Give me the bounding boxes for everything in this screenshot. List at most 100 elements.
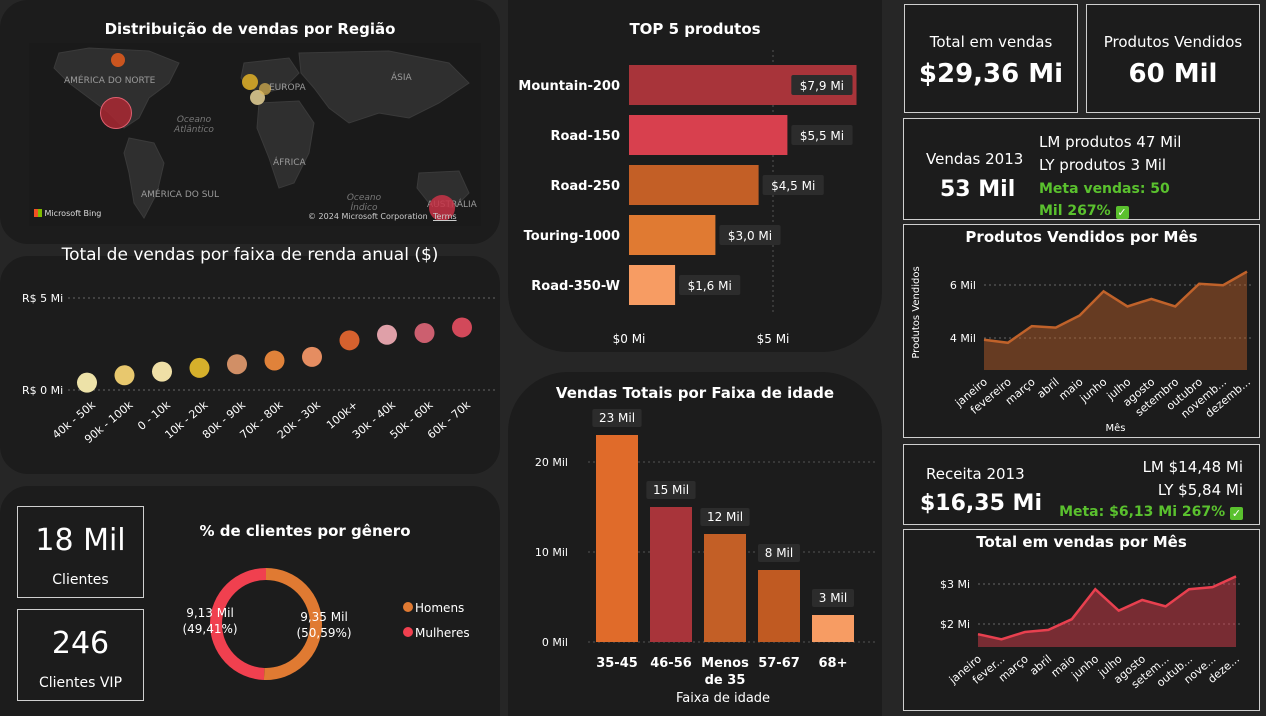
x-tick-label: 57-67 (758, 656, 800, 671)
revenue-2013-value: $16,35 Mi (920, 491, 1042, 516)
products-month-title: Produtos Vendidos por Mês (965, 228, 1198, 246)
data-label-bg (791, 75, 853, 95)
x-tick-label: abril (1027, 652, 1054, 678)
data-label: 12 Mil (707, 510, 743, 524)
bar[interactable] (596, 435, 638, 642)
revenue-2013-label: Receita 2013 (926, 465, 1025, 483)
x-tick-label: junho (1077, 375, 1110, 406)
map-terms-link[interactable]: Terms (433, 212, 457, 221)
ly-products: LY produtos 3 Mil (1039, 156, 1167, 174)
bar[interactable] (812, 615, 854, 642)
label-africa: ÁFRICA (273, 158, 306, 168)
scatter-point[interactable] (189, 357, 210, 378)
donut-slice[interactable] (263, 568, 322, 680)
scatter-point[interactable] (414, 322, 435, 343)
revenue-2013-card: Receita 2013 $16,35 Mi LM $14,48 Mi LY $… (903, 444, 1260, 525)
total-sales-card: Total em vendas $29,36 Mi (904, 4, 1078, 113)
bar[interactable] (629, 265, 676, 305)
check-icon: ✓ (1230, 507, 1243, 520)
legend-label[interactable]: Homens (415, 601, 464, 615)
data-label: $4,5 Mi (771, 179, 815, 193)
data-label-bg (719, 225, 781, 245)
vip-customers-value: 246 (51, 626, 110, 661)
top5-panel: TOP 5 produtos Mountain-200 $7,9 Mi Road-1… (508, 0, 882, 352)
data-label-bg (592, 409, 642, 427)
bar[interactable] (704, 534, 746, 642)
world-map[interactable]: AMÉRICA DO NORTE EUROPA ÁSIA Oceano Atlâ… (29, 43, 481, 226)
scatter-point[interactable] (302, 346, 322, 367)
gender-donut-chart: 9,35 Mil (50,59%) 9,13 Mil (49,41%) Homens Mu… (182, 568, 470, 680)
bing-text: Microsoft Bing (44, 209, 102, 218)
data-label: 8 Mil (765, 546, 793, 560)
bar-category-label: Touring-1000 (524, 229, 620, 244)
x-tick-label: 60k - 70k (425, 398, 473, 442)
windows-icon (34, 209, 42, 217)
bubble-australia[interactable] (429, 195, 455, 221)
y-tick-label: 10 Mil (535, 546, 568, 559)
area-line[interactable] (977, 575, 1237, 641)
bubble-france[interactable] (259, 83, 271, 95)
data-label-bg (762, 175, 824, 195)
data-label-bg (679, 275, 741, 295)
bubble-north-america[interactable] (100, 97, 132, 129)
scatter-point[interactable] (339, 330, 360, 351)
scatter-point[interactable] (227, 354, 247, 375)
legend-marker[interactable] (403, 627, 413, 637)
bubble-canada[interactable] (111, 53, 125, 67)
scatter-point[interactable] (377, 324, 397, 345)
map-panel: Distribuição de vendas por Região AMÉRIC… (0, 0, 500, 244)
scatter-point[interactable] (264, 350, 285, 371)
sales-2013-card: Vendas 2013 53 Mil LM produtos 47 Mil LY… (903, 118, 1260, 220)
legend-label[interactable]: Mulheres (415, 626, 470, 640)
top5-chart: Mountain-200 $7,9 Mi Road-150 $5,5 Mi Road-2… (518, 50, 857, 346)
map-copyright: © 2024 Microsoft Corporation (308, 212, 428, 221)
vip-customers-label: Clientes VIP (38, 675, 123, 691)
donut-slice[interactable] (210, 568, 267, 680)
y-axis-title: Produtos Vendidos (911, 266, 922, 358)
bar[interactable] (629, 215, 716, 255)
sales-month-card: Total em vendas por Mês $3 Mi $2 Mi janeir… (903, 529, 1260, 711)
x-tick-label: de 35 (705, 673, 746, 688)
area-line[interactable] (983, 270, 1248, 345)
bubble-uk[interactable] (242, 74, 258, 90)
x-axis-title: Mês (1106, 422, 1126, 434)
area-fill[interactable] (978, 576, 1236, 647)
scatter-point[interactable] (114, 365, 135, 386)
bar-category-label: Road-250 (550, 179, 620, 194)
data-label-bg (812, 589, 854, 607)
sales-month-chart: $3 Mi$2 Mijaneirofever...marçoabrilmaioj… (940, 575, 1242, 691)
bar[interactable] (629, 165, 759, 205)
x-tick-label: 35-45 (596, 656, 638, 671)
x-tick-label: $5 Mi (757, 332, 790, 346)
scatter-point[interactable] (152, 361, 172, 382)
data-label: $7,9 Mi (800, 79, 844, 93)
x-tick-label: abril (1035, 375, 1062, 401)
data-label: 23 Mil (599, 411, 635, 425)
map-title: Distribuição de vendas por Região (104, 20, 396, 38)
ly-revenue: LY $5,84 Mi (1157, 481, 1243, 499)
slice-percent-label: (49,41%) (182, 622, 237, 636)
data-label: $5,5 Mi (800, 129, 844, 143)
bar[interactable] (650, 507, 692, 642)
x-axis-title: Faixa de idade (676, 691, 770, 706)
legend-marker[interactable] (403, 602, 413, 612)
x-tick-label: junho (1069, 652, 1102, 683)
data-label-bg (700, 508, 750, 526)
meta-sales-text: Meta vendas: 50 Mil 267% (1039, 181, 1170, 219)
products-sold-card: Produtos Vendidos 60 Mil (1086, 4, 1260, 113)
slice-percent-label: (50,59%) (296, 626, 351, 640)
gender-panel: 18 Mil Clientes 246 Clientes VIP % de cl… (0, 486, 500, 716)
products-month-card: Produtos Vendidos por Mês 6 Mil 4 Mil jane… (903, 224, 1260, 438)
area-fill[interactable] (984, 271, 1247, 370)
scatter-point[interactable] (77, 372, 97, 393)
age-panel: Vendas Totais por Faixa de idade 20 Mil 1… (508, 372, 882, 716)
income-title: Total de vendas por faixa de renda anual… (61, 245, 439, 265)
x-tick-label: 68+ (819, 656, 848, 671)
bar[interactable] (758, 570, 800, 642)
bar-category-label: Road-350-W (531, 279, 620, 294)
label-south-america: AMÉRICA DO SUL (141, 190, 220, 200)
data-label-bg (758, 544, 800, 562)
scatter-point[interactable] (452, 317, 472, 338)
bar[interactable] (629, 115, 788, 155)
